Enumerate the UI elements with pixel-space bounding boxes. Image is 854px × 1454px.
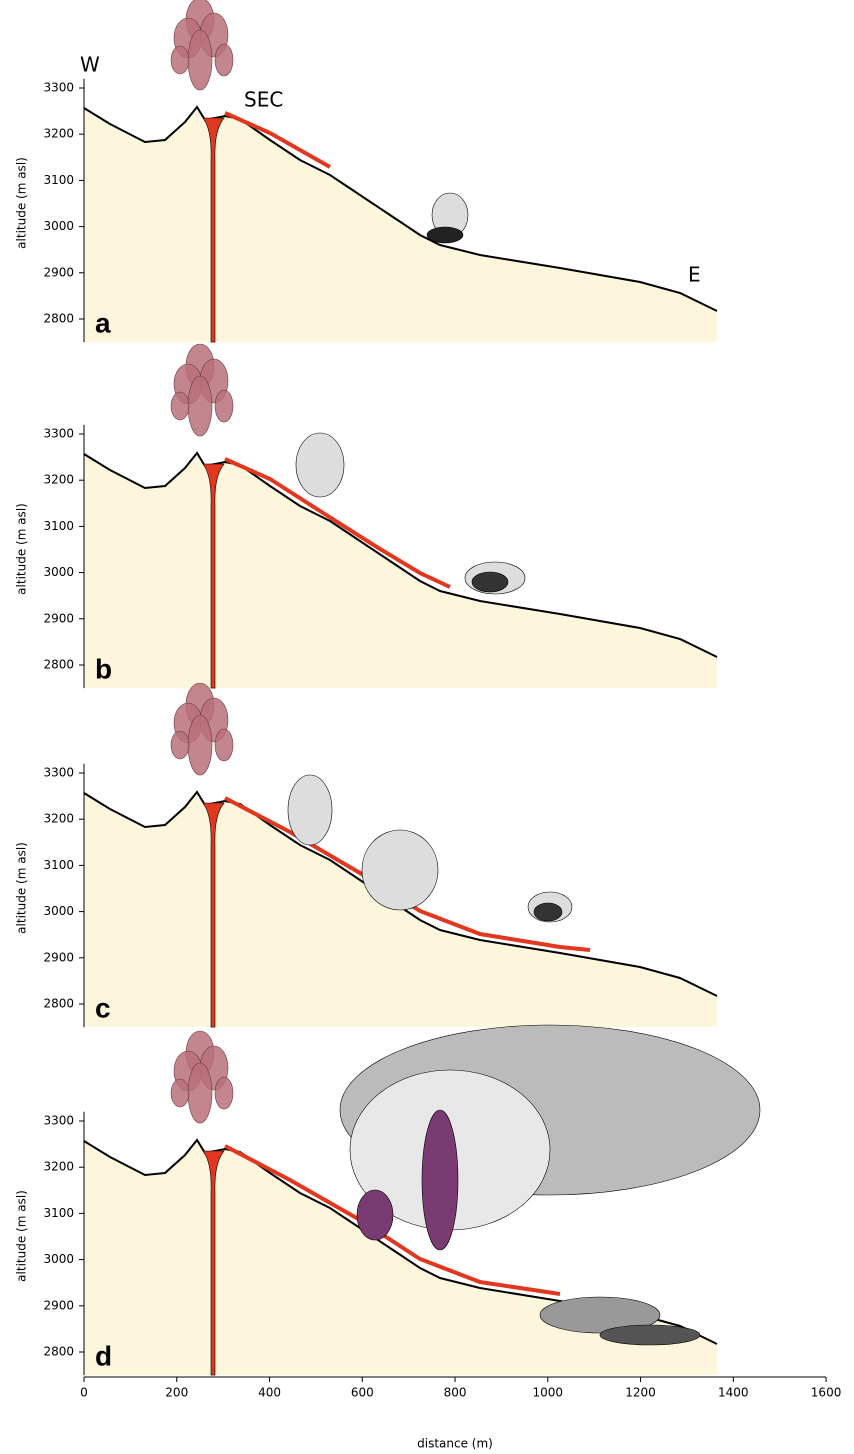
pyroclastic-cloud	[357, 1190, 393, 1240]
eruption-plume	[188, 715, 212, 775]
y-tick-label: 3300	[43, 427, 74, 441]
terrain	[84, 453, 717, 688]
x-tick-label: 200	[165, 1386, 188, 1400]
annotation-summit: SEC	[244, 88, 283, 112]
eruption-plume	[171, 731, 189, 759]
eruption-plume	[215, 44, 233, 76]
x-tick-label: 1000	[533, 1386, 564, 1400]
panel-label: d	[95, 1340, 112, 1371]
x-tick-label: 600	[351, 1386, 374, 1400]
eruption-plume	[215, 1077, 233, 1109]
y-tick-label: 2900	[43, 950, 74, 964]
x-axis-label: distance (m)	[417, 1437, 493, 1451]
y-tick-label: 2900	[43, 611, 74, 625]
figure: 2800 2900 3000 3100 3200 3300 altitude (m asl)…	[0, 0, 854, 1454]
annotation-west: W	[80, 53, 100, 77]
x-tick-label: 1200	[625, 1386, 656, 1400]
y-axis-label: altitude (m asl)	[15, 842, 29, 934]
x-tick-label: 1600	[811, 1386, 842, 1400]
pyroclastic-cloud	[427, 227, 463, 243]
y-tick-label: 2800	[43, 312, 74, 326]
x-tick-label: 800	[444, 1386, 467, 1400]
y-tick-label: 3000	[43, 1252, 74, 1266]
annotation-east: E	[688, 263, 701, 287]
y-tick-label: 3100	[43, 1206, 74, 1220]
y-axis-label: altitude (m asl)	[15, 503, 29, 595]
y-tick-label: 3100	[43, 173, 74, 187]
terrain	[84, 107, 717, 342]
panel: 2800 2900 3000 3100 3200 3300 altitude (m asl)…	[15, 0, 718, 342]
pyroclastic-cloud	[472, 572, 508, 592]
y-tick-label: 3000	[43, 565, 74, 579]
y-tick-label: 2900	[43, 1298, 74, 1312]
x-tick-label: 0	[80, 1386, 88, 1400]
y-axis-label: altitude (m asl)	[15, 1190, 29, 1282]
y-tick-label: 3200	[43, 473, 74, 487]
pyroclastic-cloud	[288, 775, 332, 845]
y-tick-label: 3100	[43, 519, 74, 533]
eruption-plume	[215, 729, 233, 761]
panel-label: c	[95, 992, 111, 1023]
eruption-plume	[171, 46, 189, 74]
eruption-plume	[188, 1063, 212, 1123]
eruption-plume	[188, 30, 212, 90]
pyroclastic-cloud	[422, 1110, 458, 1250]
y-tick-label: 3300	[43, 766, 74, 780]
y-tick-label: 3200	[43, 1160, 74, 1174]
eruption-plume	[188, 376, 212, 436]
x-tick-label: 400	[258, 1386, 281, 1400]
eruption-plume	[171, 1079, 189, 1107]
y-tick-label: 2800	[43, 658, 74, 672]
pyroclastic-cloud	[362, 830, 438, 910]
y-tick-label: 3100	[43, 858, 74, 872]
panel-label: b	[95, 653, 112, 684]
y-tick-label: 3000	[43, 904, 74, 918]
y-tick-label: 3300	[43, 1114, 74, 1128]
y-tick-label: 2800	[43, 1345, 74, 1359]
eruption-plume	[215, 390, 233, 422]
eruption-plume	[171, 392, 189, 420]
x-tick-label: 1400	[718, 1386, 749, 1400]
panel: 2800 2900 3000 3100 3200 3300 altitude (m asl)…	[15, 1025, 761, 1375]
y-axis-label: altitude (m asl)	[15, 157, 29, 249]
panel: 2800 2900 3000 3100 3200 3300 altitude (m asl)…	[15, 683, 718, 1027]
y-tick-label: 3000	[43, 219, 74, 233]
pyroclastic-cloud	[534, 903, 562, 921]
y-tick-label: 3200	[43, 127, 74, 141]
y-tick-label: 3300	[43, 81, 74, 95]
pyroclastic-cloud	[296, 433, 344, 497]
pyroclastic-cloud	[600, 1325, 700, 1345]
panel-label: a	[95, 307, 111, 338]
y-tick-label: 3200	[43, 812, 74, 826]
panel: 2800 2900 3000 3100 3200 3300 altitude (m asl)…	[15, 344, 718, 688]
y-tick-label: 2900	[43, 265, 74, 279]
y-tick-label: 2800	[43, 997, 74, 1011]
